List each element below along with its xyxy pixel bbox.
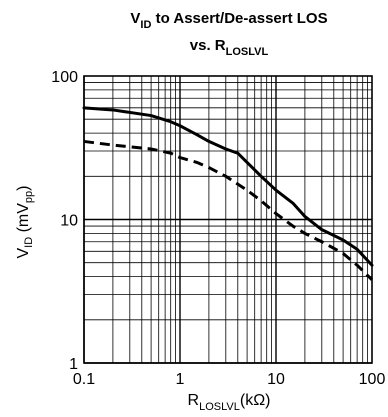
chart-title-line-1: VID to Assert/De-assert LOS [130, 10, 327, 31]
x-tick-label: 0.1 [73, 371, 95, 388]
y-tick-label: 1 [69, 356, 78, 373]
series-line-solid [82, 106, 374, 267]
grid [83, 76, 372, 364]
x-tick-label: 10 [267, 371, 285, 388]
x-tick-label: 1 [176, 371, 185, 388]
series-line-dashed [83, 139, 374, 281]
plot-frame [83, 75, 373, 364]
y-axis-label: VID (mVpp) [15, 185, 35, 258]
x-tick-label: 100 [359, 371, 386, 388]
x-axis-label: RLOSLVL(kΩ) [188, 392, 271, 413]
series-layer [82, 106, 374, 281]
y-tick-label: 100 [51, 69, 78, 86]
y-tick-label: 10 [60, 213, 78, 230]
chart-title-line-2: vs. RLOSLVL [190, 37, 269, 58]
